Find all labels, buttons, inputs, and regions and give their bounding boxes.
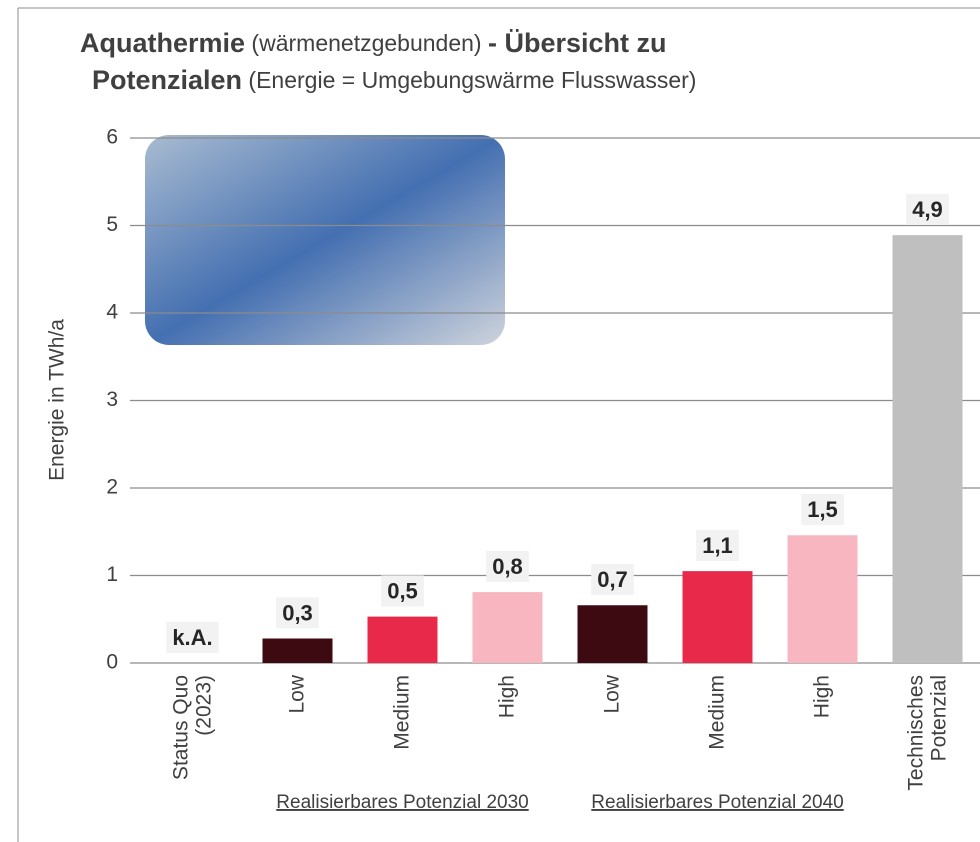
- value-label: 0,7: [597, 567, 628, 592]
- y-axis-label: Energie in TWh/a: [46, 319, 69, 481]
- y-tick-label: 5: [106, 213, 118, 236]
- value-label-bg: [381, 575, 424, 607]
- value-label-bg: [166, 621, 219, 653]
- value-label: 1,1: [702, 533, 733, 558]
- bar: [787, 535, 858, 663]
- bar: [262, 638, 333, 663]
- photo-placeholder: [145, 135, 505, 345]
- bar: [682, 571, 753, 663]
- y-tick-label: 2: [106, 476, 118, 499]
- value-label-bg: [486, 550, 529, 582]
- title-part: (wärmenetzgebunden): [245, 30, 488, 56]
- x-tick-label: Low: [600, 674, 623, 713]
- x-tick-label: Medium: [705, 675, 728, 750]
- x-tick-label: Technisches Potenzial: [904, 675, 950, 791]
- value-label: 1,5: [807, 497, 838, 522]
- y-tick-label: 1: [106, 563, 118, 586]
- title-line: Aquathermie (wärmenetzgebunden) - Übersi…: [80, 28, 667, 58]
- value-label-bg: [591, 564, 634, 596]
- title-part: (Energie = Umgebungswärme Flusswasser): [242, 67, 696, 93]
- value-label-bg: [696, 529, 739, 561]
- value-label: 0,3: [282, 600, 313, 625]
- bar: [472, 592, 543, 663]
- group-label: Realisierbares Potenzial 2030: [276, 792, 528, 813]
- bar: [577, 605, 648, 663]
- bar: [367, 616, 438, 663]
- value-label: k.A.: [172, 625, 212, 650]
- title-part: - Übersicht zu: [488, 28, 667, 58]
- value-label: 4,9: [912, 197, 943, 222]
- value-label-bg: [801, 494, 844, 526]
- y-tick-label: 4: [106, 301, 118, 324]
- x-tick-label: Medium: [390, 675, 413, 750]
- x-tick-label: High: [810, 675, 833, 718]
- group-label: Realisierbares Potenzial 2040: [591, 792, 843, 813]
- title-part: Aquathermie: [80, 28, 245, 58]
- value-label-bg: [906, 193, 949, 225]
- title-line: Potenzialen (Energie = Umgebungswärme Fl…: [92, 65, 696, 95]
- bar: [892, 235, 963, 663]
- y-tick-label: 0: [106, 651, 118, 674]
- y-tick-label: 3: [106, 388, 118, 411]
- value-label: 0,8: [492, 554, 523, 579]
- x-tick-label: High: [495, 675, 518, 718]
- x-tick-label: Low: [285, 674, 308, 713]
- x-tick-label: Status Quo (2023): [169, 675, 215, 780]
- value-label-bg: [276, 597, 319, 629]
- title-part: Potenzialen: [92, 65, 242, 95]
- chart-title: Aquathermie (wärmenetzgebunden) - Übersi…: [80, 28, 696, 95]
- value-label: 0,5: [387, 578, 418, 603]
- y-tick-label: 6: [106, 126, 118, 149]
